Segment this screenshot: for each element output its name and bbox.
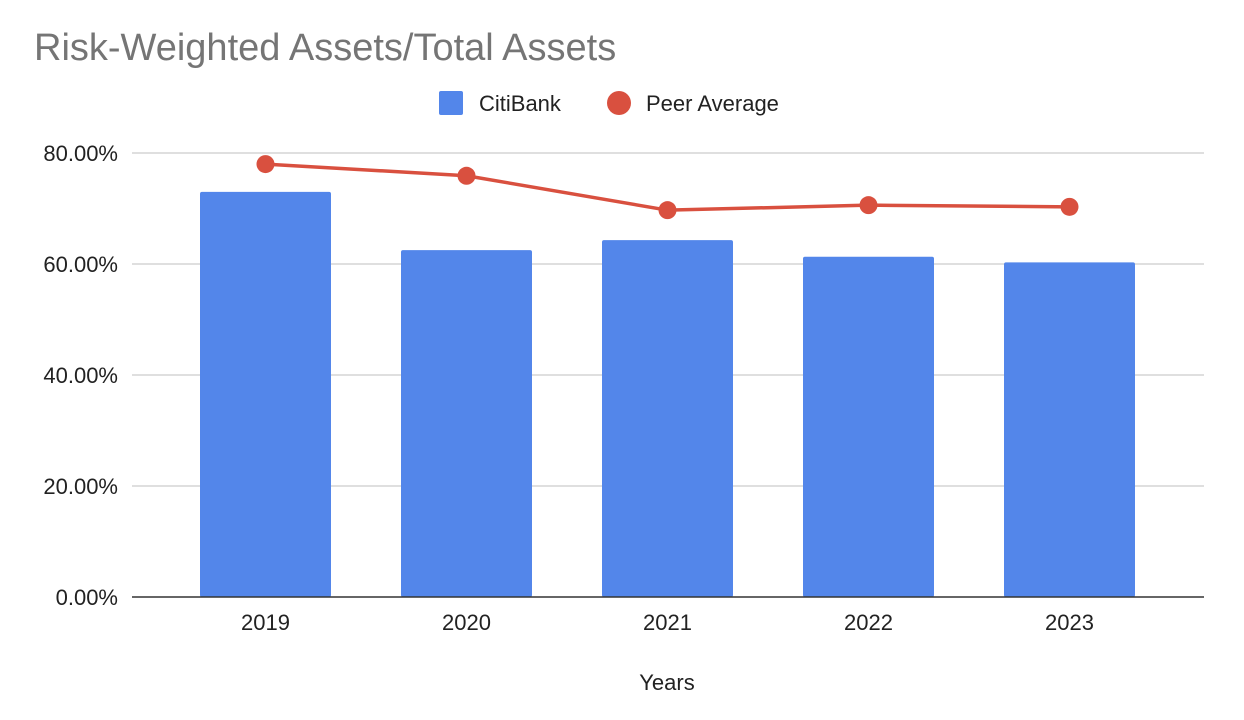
y-tick-label-60: 60.00% bbox=[43, 252, 118, 277]
chart-title: Risk-Weighted Assets/Total Assets bbox=[34, 27, 616, 69]
y-tick-label-40: 40.00% bbox=[43, 363, 118, 388]
legend-label-citibank: CitiBank bbox=[479, 91, 562, 116]
bar-citibank-2023 bbox=[1004, 262, 1135, 597]
y-tick-label-0: 0.00% bbox=[56, 585, 118, 610]
x-tick-label-2020: 2020 bbox=[442, 610, 491, 635]
bar-citibank-2019 bbox=[200, 191, 331, 597]
bar-citibank-2020 bbox=[401, 250, 532, 597]
point-peer-average-2023 bbox=[1060, 197, 1079, 216]
bar-citibank-2022 bbox=[803, 256, 934, 597]
point-peer-average-2021 bbox=[658, 201, 677, 220]
y-axis-tick-labels: 0.00% 20.00% 40.00% 60.00% 80.00% bbox=[43, 141, 118, 610]
citibank-bars bbox=[200, 191, 1135, 597]
x-tick-label-2023: 2023 bbox=[1045, 610, 1094, 635]
peer-average-series bbox=[256, 155, 1079, 220]
point-peer-average-2019 bbox=[256, 155, 275, 174]
point-peer-average-2022 bbox=[859, 196, 878, 215]
chart-legend: CitiBank Peer Average bbox=[439, 91, 779, 116]
x-tick-label-2021: 2021 bbox=[643, 610, 692, 635]
legend-label-peer-average: Peer Average bbox=[646, 91, 779, 116]
y-tick-label-80: 80.00% bbox=[43, 141, 118, 166]
legend-marker-peer-average bbox=[607, 91, 631, 115]
x-axis-tick-labels: 2019 2020 2021 2022 2023 bbox=[241, 610, 1094, 635]
x-tick-label-2022: 2022 bbox=[844, 610, 893, 635]
y-tick-label-20: 20.00% bbox=[43, 474, 118, 499]
x-tick-label-2019: 2019 bbox=[241, 610, 290, 635]
legend-swatch-citibank bbox=[439, 91, 463, 115]
bar-citibank-2021 bbox=[602, 240, 733, 597]
x-axis-title: Years bbox=[639, 670, 694, 695]
point-peer-average-2020 bbox=[457, 166, 476, 185]
